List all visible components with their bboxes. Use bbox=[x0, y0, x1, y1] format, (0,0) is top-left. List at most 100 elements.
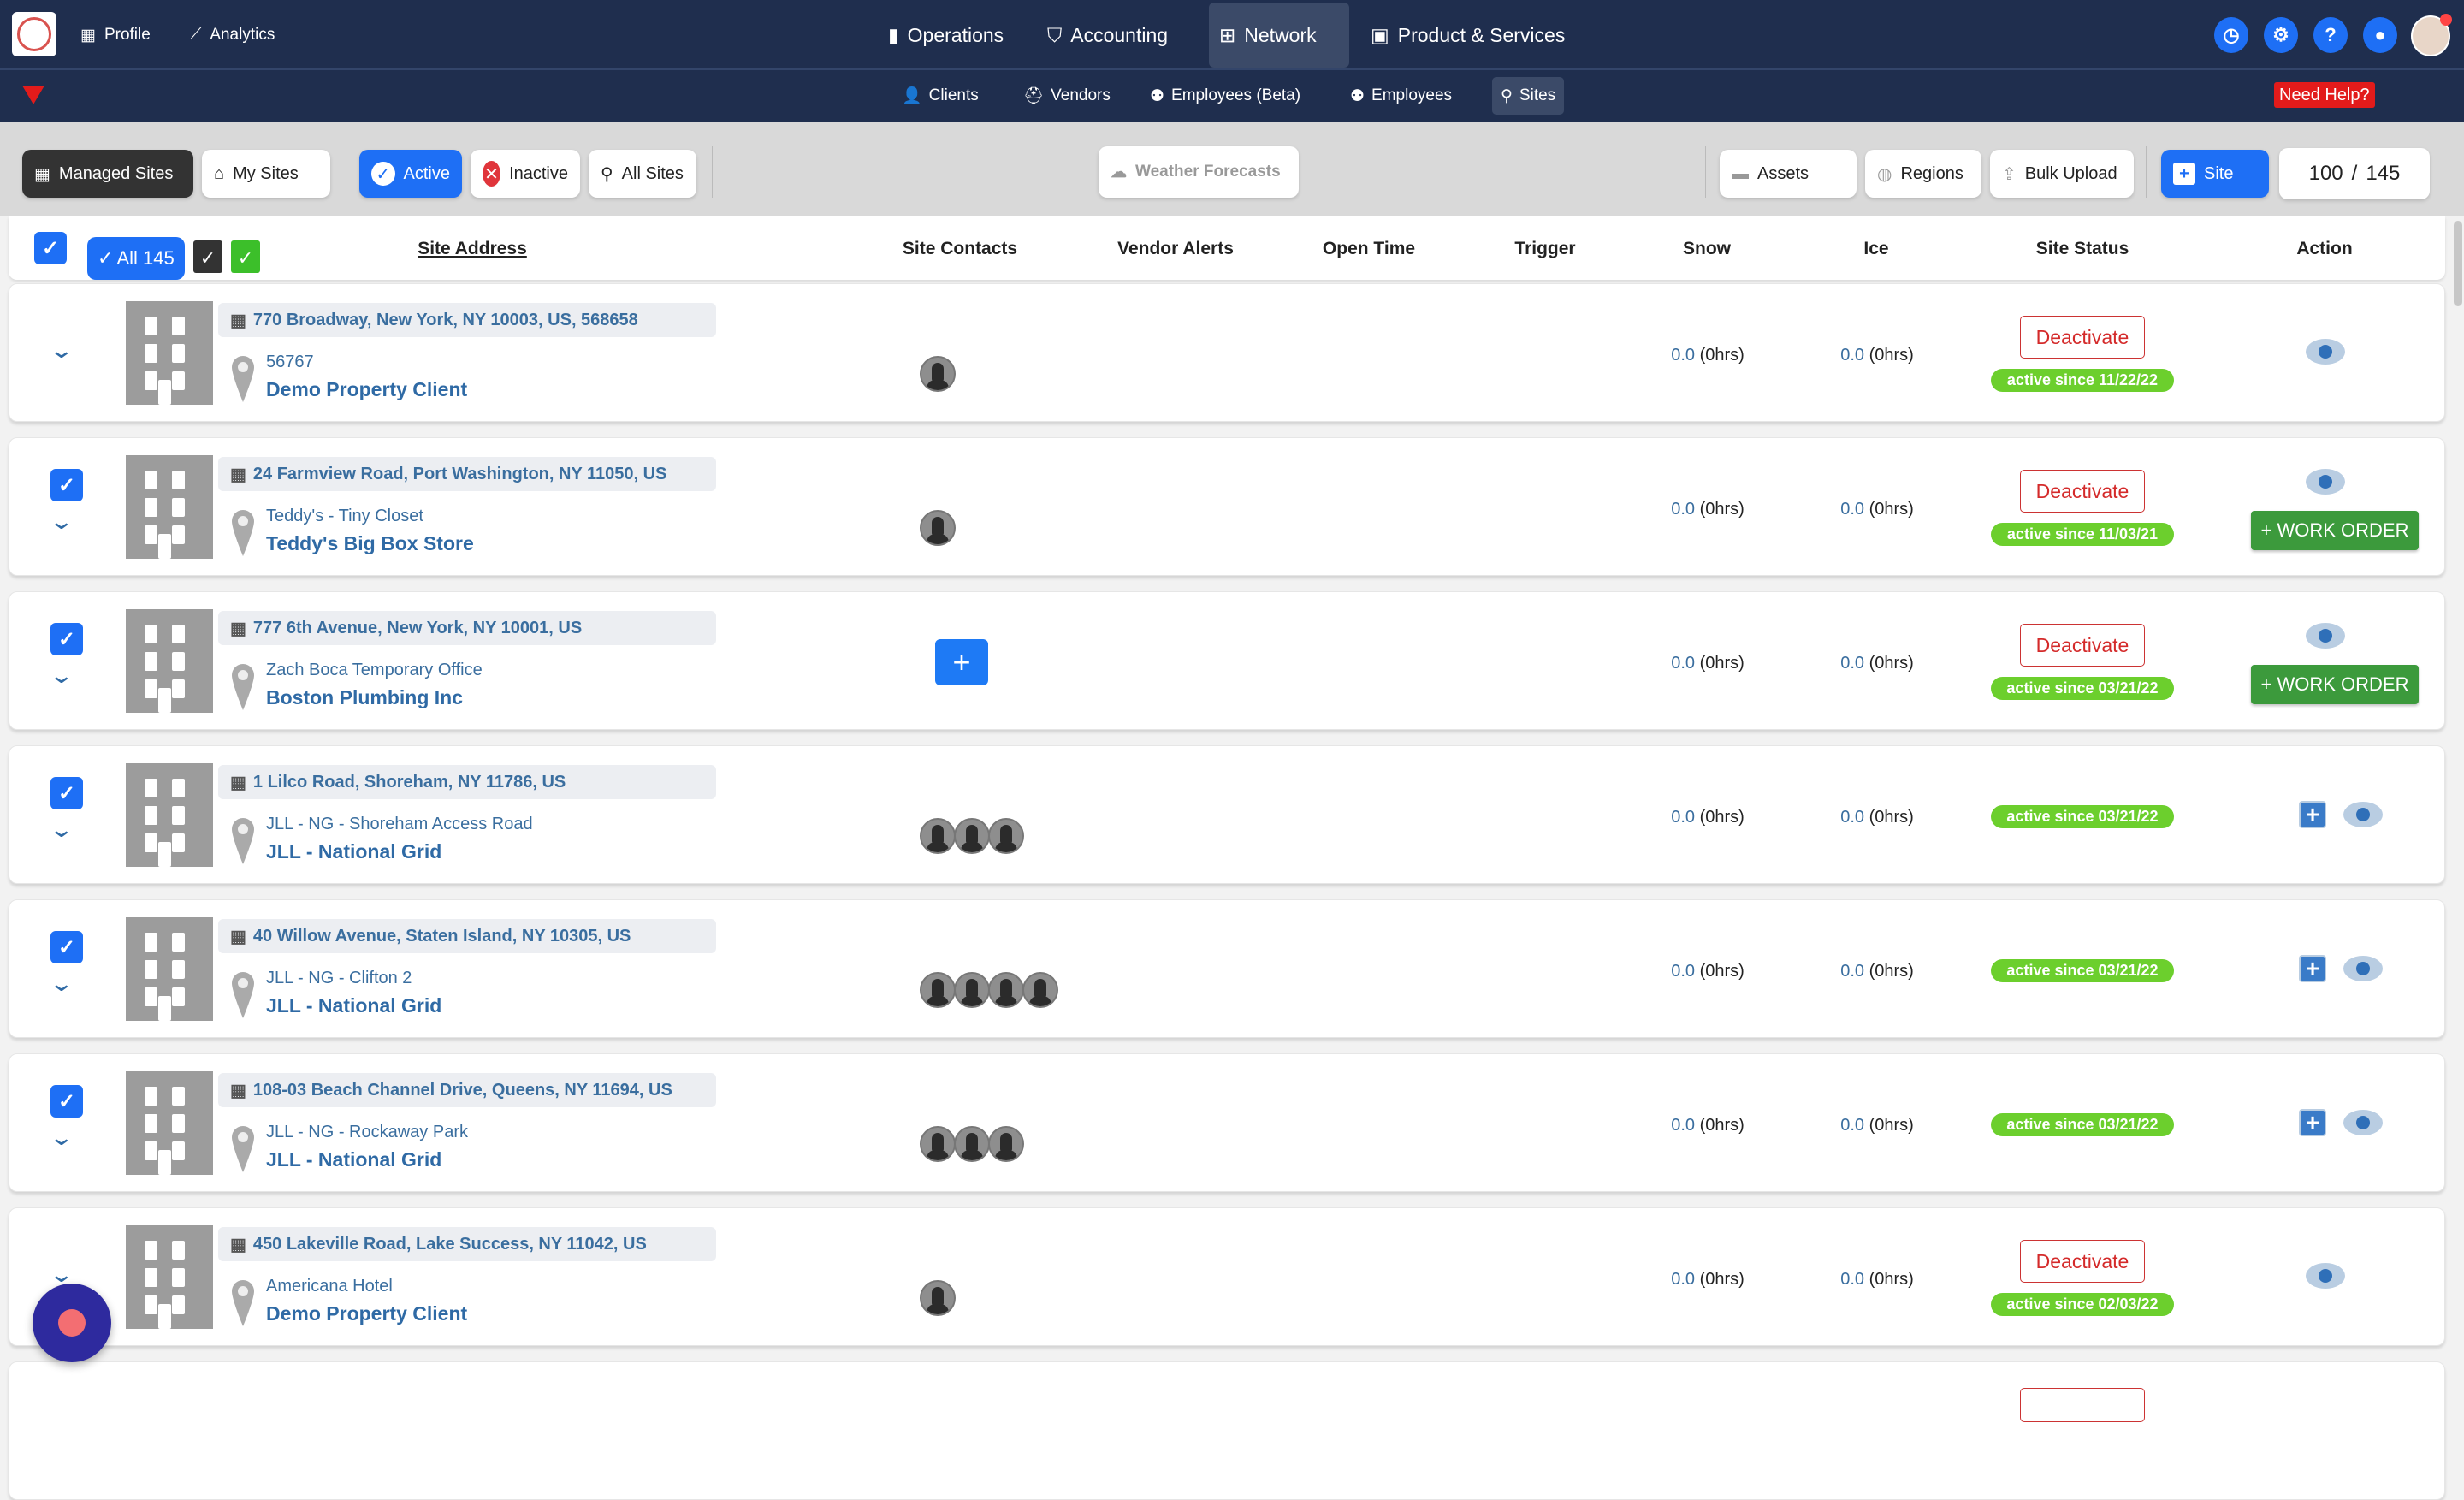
row-checkbox[interactable]: ✓ bbox=[50, 623, 83, 655]
add-icon[interactable]: + bbox=[2299, 955, 2326, 982]
address-pill[interactable]: ▦ 777 6th Avenue, New York, NY 10001, US bbox=[218, 611, 716, 645]
contact-avatar[interactable] bbox=[954, 1126, 990, 1162]
scrollbar[interactable] bbox=[2454, 221, 2462, 306]
contact-avatar[interactable] bbox=[954, 818, 990, 854]
expand-chevron-icon[interactable]: ⌄ bbox=[48, 970, 75, 996]
eye-icon[interactable] bbox=[2306, 623, 2345, 649]
expand-chevron-icon[interactable]: ⌄ bbox=[48, 508, 75, 534]
managed-sites-button[interactable]: ▦ Managed Sites bbox=[22, 150, 193, 198]
expand-chevron-icon[interactable]: ⌄ bbox=[48, 662, 75, 688]
eye-icon[interactable] bbox=[2306, 469, 2345, 495]
site-name[interactable]: JLL - NG - Clifton 2 bbox=[266, 969, 412, 987]
nav-analytics[interactable]: ⟋ Analytics bbox=[190, 26, 275, 44]
subnav-sites[interactable]: ⚲ Sites bbox=[1492, 77, 1565, 115]
deactivate-button[interactable]: Deactivate bbox=[2020, 316, 2145, 359]
subnav-vendors[interactable]: ⛑ Vendors bbox=[1023, 86, 1111, 105]
my-sites-button[interactable]: ⌂ My Sites bbox=[202, 150, 330, 198]
site-name[interactable]: JLL - NG - Shoreham Access Road bbox=[266, 815, 533, 833]
help-icon[interactable]: ? bbox=[2313, 17, 2348, 53]
contact-avatar[interactable] bbox=[1022, 972, 1058, 1008]
contact-avatar[interactable] bbox=[920, 1280, 956, 1316]
contact-avatar[interactable] bbox=[988, 818, 1024, 854]
client-name[interactable]: Demo Property Client bbox=[266, 1302, 468, 1325]
contact-avatar[interactable] bbox=[988, 1126, 1024, 1162]
work-order-button[interactable]: + WORK ORDER bbox=[2251, 665, 2419, 704]
client-name[interactable]: Demo Property Client bbox=[266, 378, 468, 400]
site-name[interactable]: 56767 bbox=[266, 353, 314, 371]
nav-profile[interactable]: ▦ Profile bbox=[80, 26, 151, 44]
contact-avatar[interactable] bbox=[920, 1126, 956, 1162]
deactivate-button[interactable]: Deactivate bbox=[2020, 1240, 2145, 1283]
nav-network[interactable]: ⊞ Network bbox=[1209, 3, 1349, 68]
eye-icon[interactable] bbox=[2306, 1263, 2345, 1289]
subnav-employees[interactable]: ⚉ Employees bbox=[1350, 86, 1453, 105]
client-name[interactable]: JLL - National Grid bbox=[266, 840, 442, 863]
contact-avatar[interactable] bbox=[988, 972, 1024, 1008]
add-contact-button[interactable]: + bbox=[935, 639, 988, 685]
site-name[interactable]: Teddy's - Tiny Closet bbox=[266, 507, 424, 525]
contact-avatar[interactable] bbox=[920, 972, 956, 1008]
nav-accounting[interactable]: ⛉ Accounting bbox=[1047, 23, 1169, 46]
row-checkbox[interactable]: ✓ bbox=[50, 777, 83, 809]
client-name[interactable]: Boston Plumbing Inc bbox=[266, 686, 463, 708]
contact-avatar[interactable] bbox=[920, 818, 956, 854]
company-logo[interactable] bbox=[12, 12, 56, 56]
address-pill[interactable]: ▦ 24 Farmview Road, Port Washington, NY 1… bbox=[218, 457, 716, 491]
calendar-check-green-icon[interactable]: ✓ bbox=[231, 240, 260, 273]
chat-icon[interactable]: ● bbox=[2363, 17, 2397, 53]
eye-icon[interactable] bbox=[2306, 339, 2345, 365]
site-name[interactable]: Americana Hotel bbox=[266, 1277, 393, 1295]
address-pill[interactable]: ▦ 770 Broadway, New York, NY 10003, US, 5… bbox=[218, 303, 716, 337]
bulk-upload-button[interactable]: ⇪ Bulk Upload bbox=[1990, 150, 2134, 198]
expand-chevron-icon[interactable]: ⌄ bbox=[48, 337, 75, 363]
all-sites-badge[interactable]: ✓ All 145 bbox=[87, 237, 185, 280]
column-site-address[interactable]: Site Address bbox=[418, 239, 527, 258]
select-all-checkbox[interactable]: ✓ bbox=[34, 232, 67, 264]
address-pill[interactable]: ▦ 450 Lakeville Road, Lake Success, NY 11… bbox=[218, 1227, 716, 1261]
regions-button[interactable]: ◍ Regions bbox=[1865, 150, 1981, 198]
gear-icon[interactable]: ⚙ bbox=[2264, 17, 2298, 53]
calendar-check-icon[interactable]: ✓ bbox=[193, 240, 222, 273]
row-checkbox[interactable]: ✓ bbox=[50, 1085, 83, 1118]
address-pill[interactable]: ▦ 1 Lilco Road, Shoreham, NY 11786, US bbox=[218, 765, 716, 799]
site-name[interactable]: Zach Boca Temporary Office bbox=[266, 661, 483, 679]
row-checkbox[interactable]: ✓ bbox=[50, 931, 83, 963]
all-sites-button[interactable]: ⚲ All Sites bbox=[589, 150, 696, 198]
site-name[interactable]: JLL - NG - Rockaway Park bbox=[266, 1123, 468, 1141]
deactivate-button[interactable]: Deactivate bbox=[2020, 624, 2145, 667]
filter-icon[interactable] bbox=[22, 86, 44, 104]
active-filter-button[interactable]: ✓ Active bbox=[359, 150, 462, 198]
add-icon[interactable]: + bbox=[2299, 801, 2326, 828]
contact-avatar[interactable] bbox=[954, 972, 990, 1008]
eye-icon[interactable] bbox=[2343, 1110, 2383, 1135]
client-name[interactable]: JLL - National Grid bbox=[266, 1148, 442, 1171]
work-order-button[interactable]: + WORK ORDER bbox=[2251, 511, 2419, 550]
address-pill[interactable]: ▦ 108-03 Beach Channel Drive, Queens, NY … bbox=[218, 1073, 716, 1107]
deactivate-button[interactable] bbox=[2020, 1388, 2145, 1422]
record-button[interactable] bbox=[33, 1284, 111, 1362]
nav-products[interactable]: ▣ Product & Services bbox=[1371, 23, 1566, 46]
eye-icon[interactable] bbox=[2343, 956, 2383, 981]
row-checkbox[interactable]: ✓ bbox=[50, 469, 83, 501]
weather-forecasts-button[interactable]: ☁ Weather Forecasts bbox=[1099, 146, 1299, 198]
nav-operations[interactable]: ▮ Operations bbox=[888, 23, 1004, 46]
add-icon[interactable]: + bbox=[2299, 1109, 2326, 1136]
subnav-employees-beta[interactable]: ⚉ Employees (Beta) bbox=[1150, 86, 1301, 105]
expand-chevron-icon[interactable]: ⌄ bbox=[48, 816, 75, 842]
client-name[interactable]: JLL - National Grid bbox=[266, 994, 442, 1017]
address-pill[interactable]: ▦ 40 Willow Avenue, Staten Island, NY 103… bbox=[218, 919, 716, 953]
add-site-button[interactable]: + Site bbox=[2161, 150, 2269, 198]
expand-chevron-icon[interactable]: ⌄ bbox=[48, 1124, 75, 1150]
deactivate-button[interactable]: Deactivate bbox=[2020, 470, 2145, 513]
contact-avatar[interactable] bbox=[920, 510, 956, 546]
assets-button[interactable]: ▬ Assets bbox=[1720, 150, 1857, 198]
inactive-filter-button[interactable]: ✕ Inactive bbox=[471, 150, 580, 198]
client-name[interactable]: Teddy's Big Box Store bbox=[266, 532, 474, 554]
eye-icon[interactable] bbox=[2343, 802, 2383, 827]
avatar[interactable] bbox=[2411, 14, 2452, 56]
timer-icon[interactable]: ◷ bbox=[2214, 17, 2248, 53]
expand-chevron-icon[interactable]: ⌄ bbox=[48, 1261, 75, 1287]
need-help-button[interactable]: Need Help? bbox=[2274, 82, 2375, 108]
contact-avatar[interactable] bbox=[920, 356, 956, 392]
subnav-clients[interactable]: 👤 Clients bbox=[902, 86, 979, 105]
